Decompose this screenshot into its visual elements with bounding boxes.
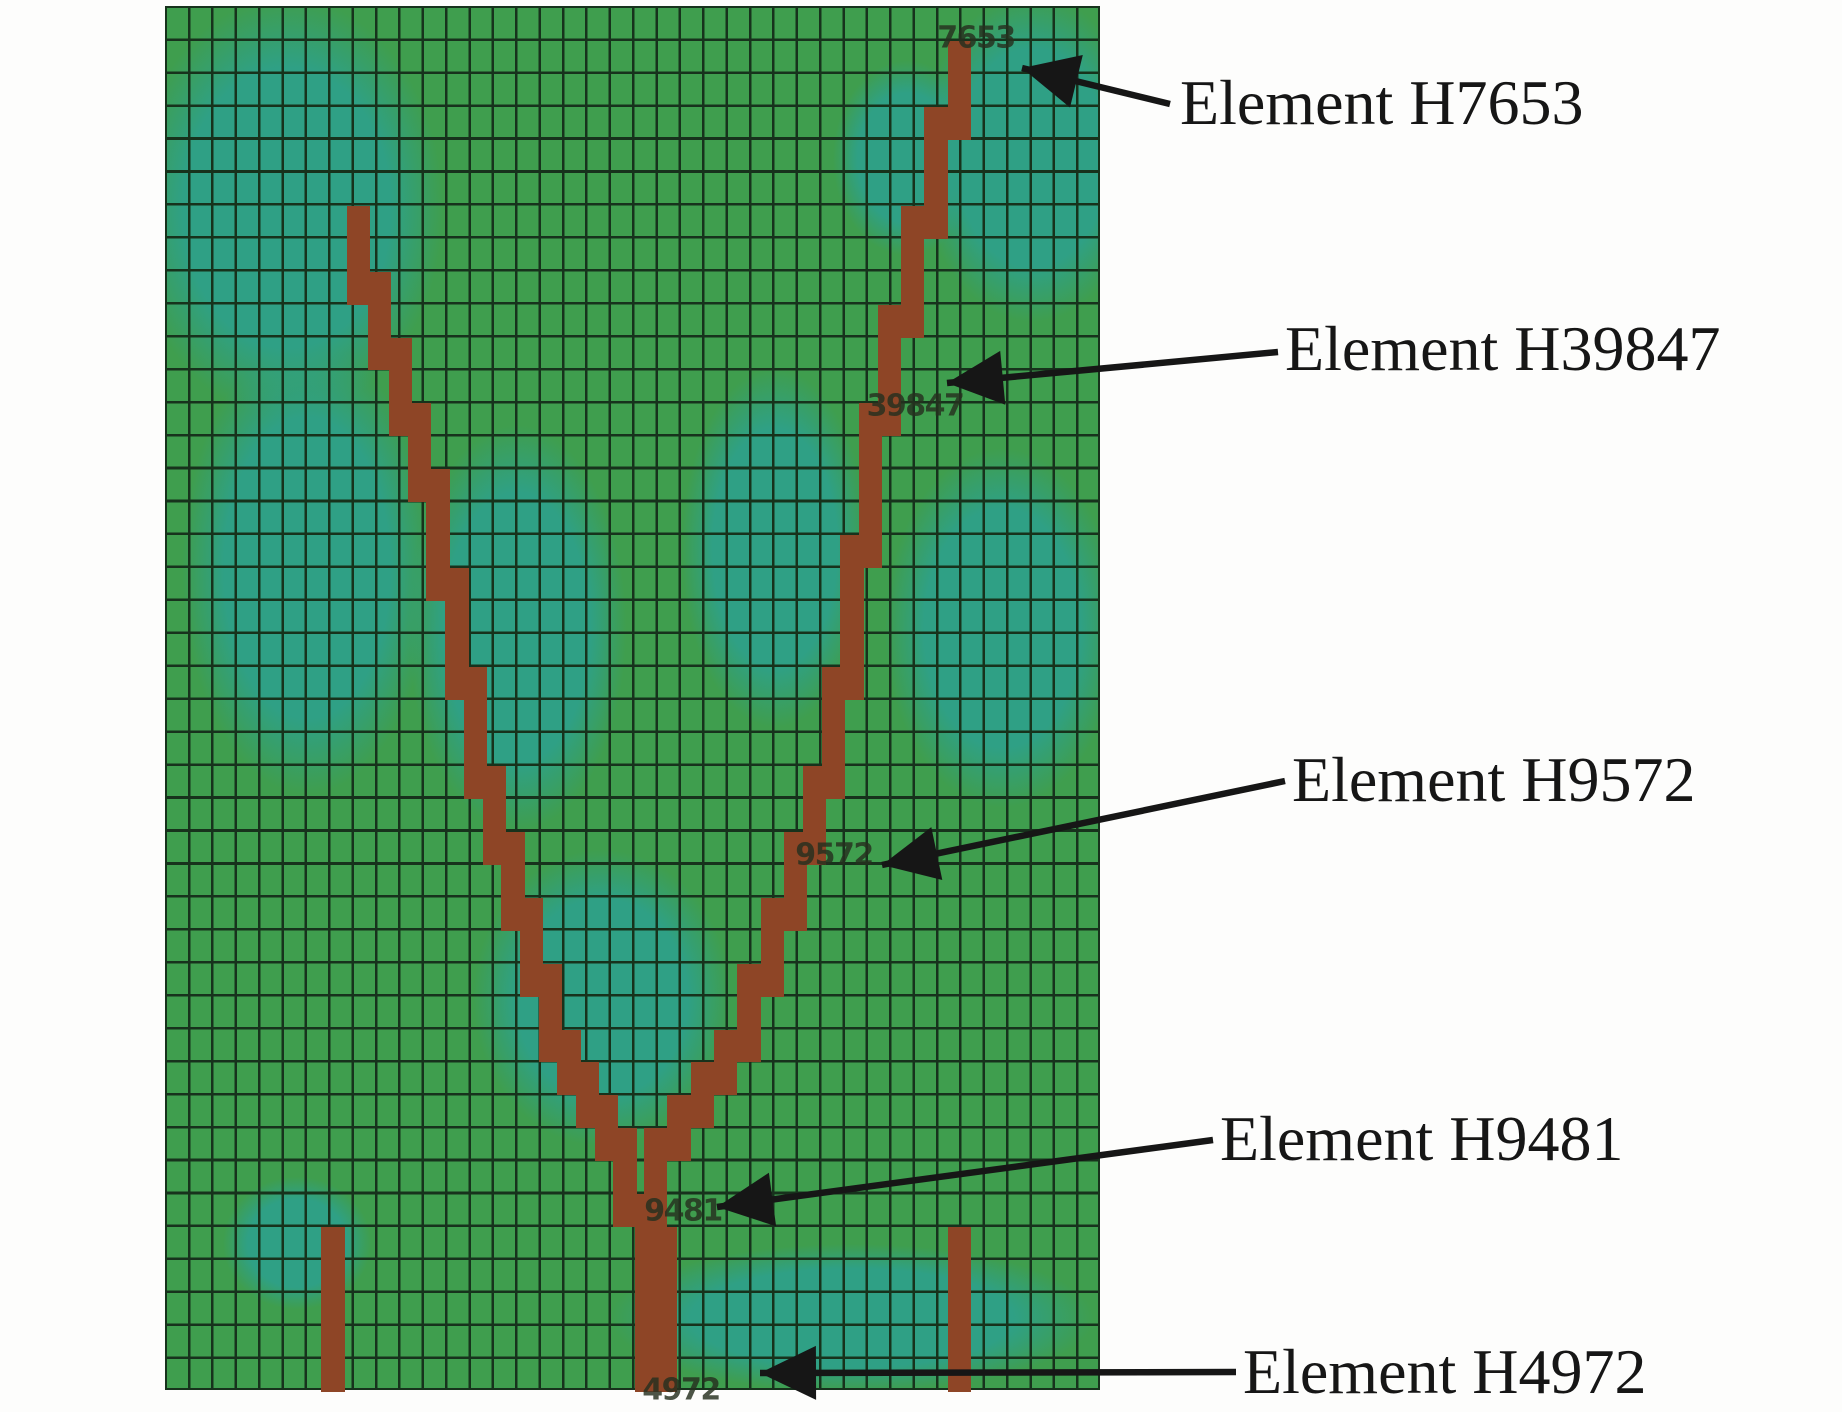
crack-segment bbox=[802, 765, 827, 865]
crack-segment bbox=[321, 1227, 345, 1392]
crack-segment bbox=[713, 1029, 738, 1096]
crack-segment bbox=[368, 271, 392, 371]
crack-segment bbox=[900, 205, 925, 338]
crack-segment bbox=[737, 963, 761, 1063]
crack-segment bbox=[519, 897, 544, 997]
crack-segment bbox=[840, 535, 864, 700]
callout-label: Element H7653 bbox=[1180, 67, 1584, 138]
crack-segment bbox=[426, 469, 450, 602]
crack-segment bbox=[407, 403, 432, 503]
crack-segment bbox=[760, 897, 785, 997]
crack-segment bbox=[947, 40, 972, 140]
callout-label: Element H4972 bbox=[1243, 1336, 1647, 1407]
crack-segment bbox=[821, 667, 845, 799]
crack-segment bbox=[482, 765, 506, 865]
crack-segment bbox=[667, 1095, 691, 1162]
crack-segment bbox=[947, 1227, 972, 1392]
crack-segment bbox=[877, 304, 901, 437]
callout-label: Element H39847 bbox=[1285, 313, 1721, 384]
callout-label: Element H9481 bbox=[1220, 1103, 1624, 1174]
callout-label: Element H9572 bbox=[1292, 744, 1696, 815]
crack-segment bbox=[557, 1029, 581, 1096]
crack-segment bbox=[634, 1227, 677, 1392]
crack-segment bbox=[784, 831, 808, 931]
fe-mesh bbox=[165, 6, 1100, 1392]
crack-segment bbox=[538, 963, 563, 1063]
crack-segment bbox=[445, 568, 469, 700]
crack-segment bbox=[346, 205, 371, 305]
crack-segment bbox=[463, 667, 488, 799]
crack-segment bbox=[594, 1095, 619, 1162]
crack-segment bbox=[858, 403, 883, 569]
crack-segment bbox=[615, 1194, 668, 1228]
crack-segment bbox=[690, 1062, 714, 1129]
crack-segment bbox=[389, 337, 413, 437]
crack-segment bbox=[576, 1062, 600, 1129]
crack-segment bbox=[501, 831, 525, 931]
crack-segment bbox=[924, 106, 948, 239]
